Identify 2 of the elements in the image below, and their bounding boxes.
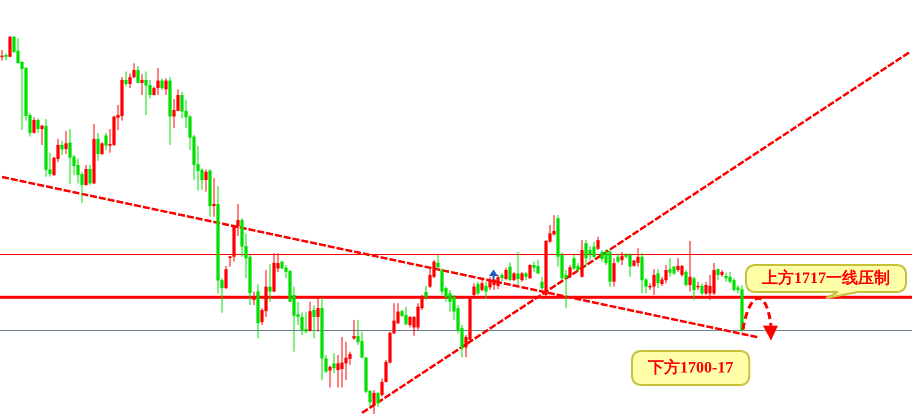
annotation: 下方1700-17 [647, 358, 734, 376]
annotation: 上方1717一线压制 [761, 268, 890, 287]
